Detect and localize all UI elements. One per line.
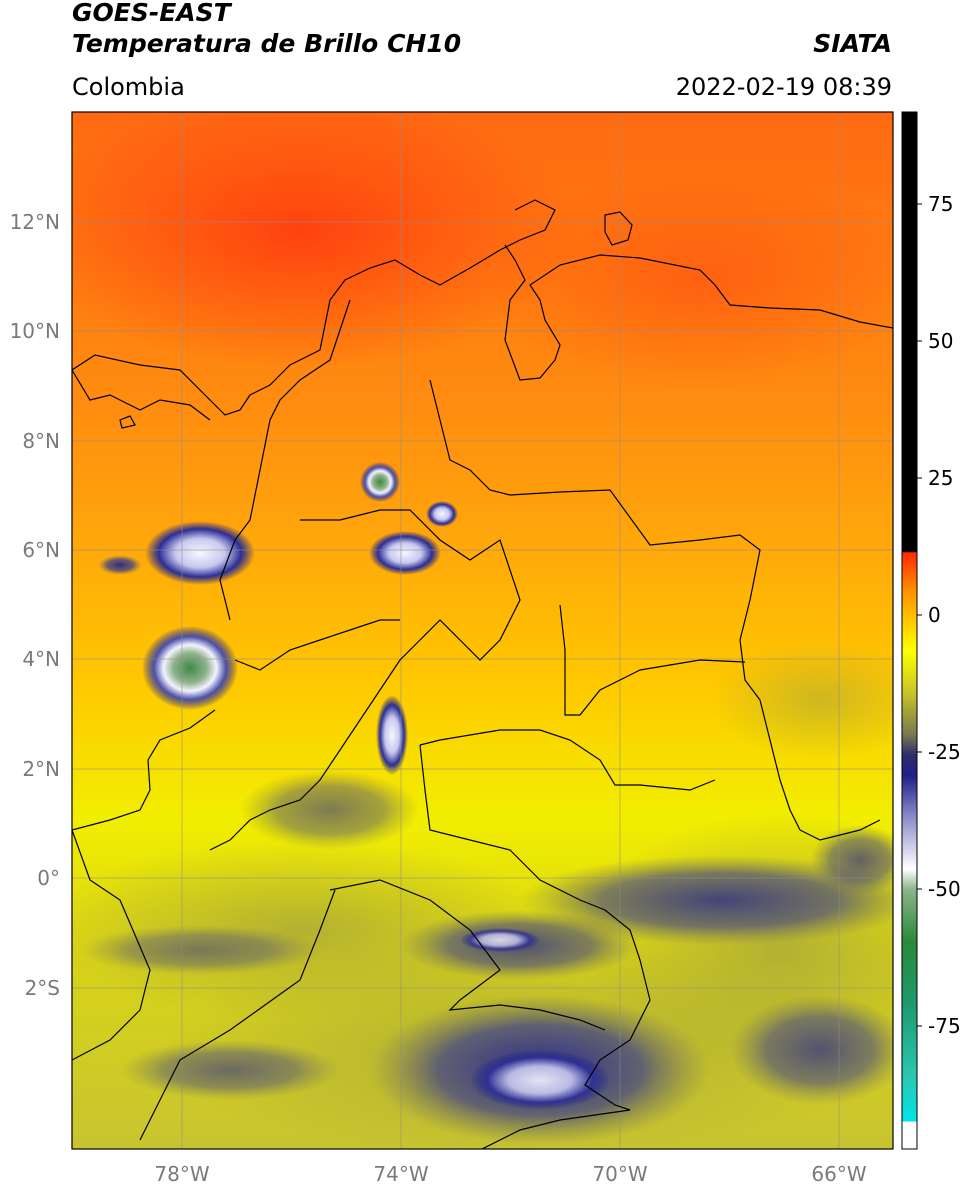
lat-tick-label: 8°N bbox=[22, 429, 60, 453]
colorbar-label: -25 bbox=[928, 740, 961, 764]
brightness-temperature-field bbox=[72, 112, 893, 1149]
longitude-ticks: 78°W 74°W 70°W 66°W bbox=[154, 1162, 866, 1186]
lon-tick-label: 74°W bbox=[373, 1162, 428, 1186]
map-title-line1: GOES-EAST bbox=[72, 0, 231, 27]
colorbar-label: 0 bbox=[928, 603, 941, 627]
lat-tick-label: 2°S bbox=[25, 976, 60, 1000]
graticule bbox=[72, 112, 893, 1149]
timestamp-label: 2022-02-19 08:39 bbox=[675, 73, 892, 101]
colorbar-label: 75 bbox=[928, 192, 953, 216]
lat-tick-label: 2°N bbox=[22, 757, 60, 781]
colorbar-label: -75 bbox=[928, 1014, 961, 1038]
lon-tick-label: 78°W bbox=[154, 1162, 209, 1186]
colorbar-scale bbox=[901, 111, 918, 1150]
lat-tick-label: 6°N bbox=[22, 538, 60, 562]
borders bbox=[72, 199, 893, 1149]
map-title-line2: Temperatura de Brillo CH10 bbox=[72, 29, 462, 58]
lat-tick-label: 12°N bbox=[10, 210, 60, 234]
colorbar-label: 25 bbox=[928, 466, 953, 490]
colorbar-label: 50 bbox=[928, 329, 953, 353]
colorbar: 75 50 25 0 -25 -50 -75 bbox=[901, 111, 961, 1150]
region-label: Colombia bbox=[72, 73, 185, 101]
lon-tick-label: 66°W bbox=[811, 1162, 866, 1186]
lat-tick-label: 10°N bbox=[10, 319, 60, 343]
colorbar-label: -50 bbox=[928, 877, 961, 901]
lat-tick-label: 4°N bbox=[22, 647, 60, 671]
lon-tick-label: 70°W bbox=[592, 1162, 647, 1186]
lat-tick-label: 0° bbox=[37, 866, 60, 890]
plot-frame bbox=[71, 111, 894, 1150]
brand-label: SIATA bbox=[813, 29, 892, 58]
latitude-ticks: 12°N 10°N 8°N 6°N 4°N 2°N 0° 2°S bbox=[10, 210, 60, 1000]
